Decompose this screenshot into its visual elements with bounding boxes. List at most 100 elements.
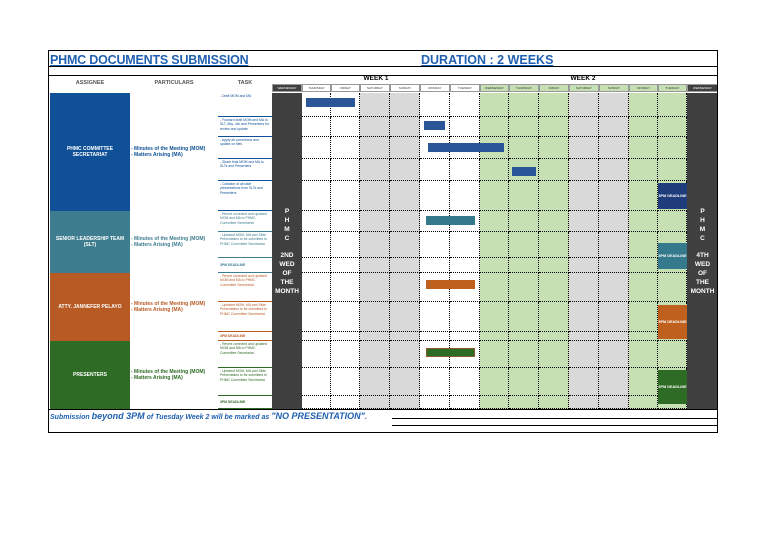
- gantt-bar-presenters-revert: [426, 348, 475, 357]
- schedule-cell: [450, 117, 480, 137]
- schedule-cell: [302, 159, 331, 181]
- schedule-cell: [390, 396, 420, 409]
- schedule-cell: [539, 117, 569, 137]
- task-deadline-label: 3PM DEADLINE: [218, 396, 272, 409]
- schedule-cell: [599, 396, 629, 409]
- schedule-cell: [509, 332, 539, 341]
- schedule-cell: [390, 137, 420, 159]
- schedule-cell: [331, 181, 360, 211]
- day-header-wednesday: WEDNESDAY: [480, 84, 509, 92]
- assignee-cell: PHMC COMMITTEE SECRETARIAT: [50, 93, 130, 211]
- particulars-cell: - Minutes of the Meeting (MOM) - Matters …: [131, 341, 217, 409]
- schedule-cell: [569, 332, 599, 341]
- schedule-cell: [390, 159, 420, 181]
- schedule-cell: [569, 258, 599, 273]
- schedule-cell: [629, 181, 658, 211]
- schedule-cell: [480, 396, 509, 409]
- schedule-cell: [509, 211, 539, 232]
- schedule-cell: [390, 302, 420, 332]
- schedule-cell: [420, 181, 450, 211]
- schedule-cell: [569, 232, 599, 258]
- left-border: [48, 50, 49, 432]
- schedule-cell: [539, 396, 569, 409]
- schedule-cell: [569, 368, 599, 396]
- phmc-text: MONTH: [275, 287, 299, 295]
- schedule-cell: [539, 332, 569, 341]
- schedule-cell: [539, 368, 569, 396]
- footer-emphasis: beyond 3PM: [91, 411, 145, 421]
- phmc-text: THE: [280, 278, 294, 286]
- schedule-cell: [360, 159, 390, 181]
- duration-label: DURATION : 2 WEEKS: [421, 53, 554, 67]
- particulars-line: - Matters Arising (MA): [131, 375, 183, 381]
- day-header-thursday: THURSDAY: [302, 84, 331, 92]
- task-cell: - Share final MOM and MA to SLTs and Pre…: [218, 159, 272, 181]
- phmc-text: M: [699, 225, 706, 233]
- schedule-cell: [658, 211, 687, 232]
- schedule-cell: [569, 273, 599, 302]
- schedule-cell: [390, 117, 420, 137]
- schedule-cell: [509, 341, 539, 368]
- phmc-text: P: [700, 207, 705, 215]
- schedule-cell: [509, 368, 539, 396]
- phmc-text: WED: [694, 260, 711, 268]
- schedule-cell: [331, 273, 360, 302]
- schedule-cell: [331, 159, 360, 181]
- day-header-saturday: SATURDAY: [360, 84, 390, 92]
- schedule-cell: [302, 211, 331, 232]
- phmc-text: OF: [282, 269, 292, 277]
- schedule-cell: [539, 273, 569, 302]
- schedule-cell: [331, 258, 360, 273]
- task-deadline-label: 3PM DEADLINE: [218, 258, 272, 273]
- schedule-cell: [331, 137, 360, 159]
- schedule-cell: [658, 93, 687, 117]
- schedule-cell: [360, 273, 390, 302]
- gantt-bar-slt-revert: [426, 216, 475, 225]
- schedule-cell: [480, 341, 509, 368]
- task-cell: - Updated MOM, MA and Slide Presentation…: [218, 302, 272, 332]
- schedule-cell: [569, 181, 599, 211]
- schedule-cell: [450, 302, 480, 332]
- schedule-cell: [509, 396, 539, 409]
- schedule-cell: [599, 93, 629, 117]
- schedule-cell: [629, 341, 658, 368]
- assignee-cell: ATTY. JANNEFER PELAYO: [50, 273, 130, 341]
- schedule-cell: [480, 211, 509, 232]
- schedule-cell: [629, 117, 658, 137]
- schedule-cell: [390, 181, 420, 211]
- schedule-cell: [360, 232, 390, 258]
- title-rule: [48, 66, 718, 67]
- bottom-rule-4: [48, 432, 718, 433]
- schedule-cell: [331, 302, 360, 332]
- task-cell: - Updated MOM, MA and Slide Presentation…: [218, 368, 272, 396]
- schedule-cell: [302, 302, 331, 332]
- schedule-cell: [480, 181, 509, 211]
- schedule-cell: [569, 396, 599, 409]
- assignee-cell: PRESENTERS: [50, 341, 130, 409]
- schedule-cell: [360, 341, 390, 368]
- schedule-cell: [658, 137, 687, 159]
- gantt-bar-share: [512, 167, 536, 176]
- schedule-cell: [302, 273, 331, 302]
- schedule-cell: [509, 117, 539, 137]
- schedule-cell: [599, 302, 629, 332]
- schedule-cell: [450, 368, 480, 396]
- schedule-cell: [599, 332, 629, 341]
- schedule-cell: [360, 181, 390, 211]
- particulars-line: - Minutes of the Meeting (MOM): [131, 235, 206, 242]
- schedule-cell: [509, 93, 539, 117]
- schedule-cell: [509, 232, 539, 258]
- day-header-sunday: SUNDAY: [599, 84, 629, 92]
- task-cell: - Revert corrected and updated MOM and M…: [218, 341, 272, 368]
- schedule-cell: [658, 159, 687, 181]
- day-header-wednesday: WEDNESDAY: [687, 84, 718, 92]
- task-deadline-label: 3PM DEADLINE: [218, 332, 272, 341]
- phmc-text: C: [284, 234, 290, 242]
- day-header-thursday: THURSDAY: [509, 84, 539, 92]
- schedule-cell: [302, 232, 331, 258]
- task-cell: - Draft MOM and MA: [218, 93, 272, 117]
- schedule-cell: [569, 159, 599, 181]
- schedule-cell: [658, 117, 687, 137]
- schedule-cell: [539, 302, 569, 332]
- particulars-cell: - Minutes of the Meeting (MOM) - Matters …: [131, 93, 217, 211]
